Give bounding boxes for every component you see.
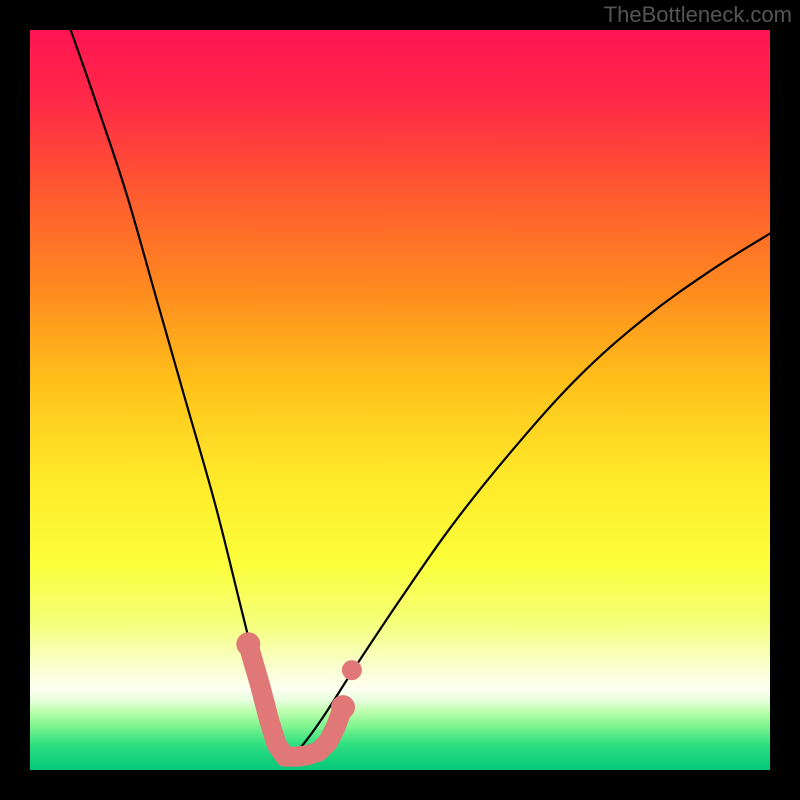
watermark-text: TheBottleneck.com bbox=[604, 2, 792, 28]
chart-frame: TheBottleneck.com bbox=[0, 0, 800, 800]
bottleneck-chart bbox=[0, 0, 800, 800]
